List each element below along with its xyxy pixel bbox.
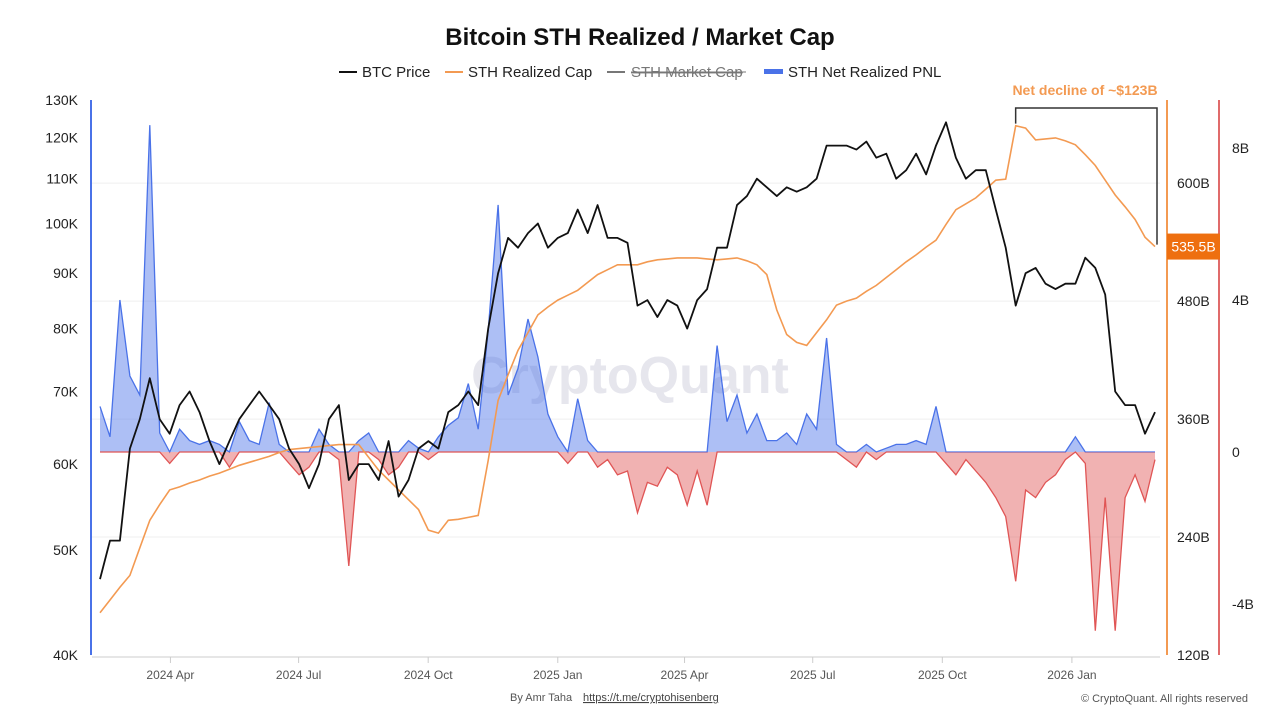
x-tick-label: 2024 Jul: [276, 668, 321, 682]
footer-author: By Amr Taha: [510, 692, 573, 704]
axes: 120B 240B 360B 480B 600B 40K 50K 60K 70K 80K 90K 10…: [45, 92, 1254, 682]
pnl-series: [99, 125, 1156, 631]
x-tick-label: 2025 Jul: [790, 668, 835, 682]
pnl-tick-label: 0: [1232, 444, 1240, 460]
sth-realized-cap-line: [99, 124, 1156, 614]
legend-item-sth-realized-cap[interactable]: STH Realized Cap: [445, 64, 592, 81]
price-tick-label: 50K: [53, 542, 79, 558]
pnl-negative-line: [100, 451, 1156, 631]
pnl-tick-label: 4B: [1232, 292, 1249, 308]
price-tick-label: 120K: [45, 130, 78, 146]
price-tick-label: 60K: [53, 456, 79, 472]
x-tick-label: 2025 Apr: [661, 668, 709, 682]
cap-series: [99, 124, 1156, 614]
price-tick-label: 80K: [53, 321, 79, 337]
price-series: [99, 121, 1156, 580]
price-tick-label: 90K: [53, 265, 79, 281]
cap-tick-label: 600B: [1177, 175, 1210, 191]
legend: BTC Price STH Realized Cap STH Market Ca…: [339, 64, 941, 81]
x-tick-label: 2026 Jan: [1047, 668, 1096, 682]
price-tick-label: 70K: [53, 383, 79, 399]
badge-text: 535.5B: [1171, 239, 1215, 255]
cap-tick-label: 240B: [1177, 529, 1210, 545]
btc-price-line: [99, 121, 1156, 580]
x-tick-label: 2024 Apr: [146, 668, 194, 682]
x-tick-label: 2025 Oct: [918, 668, 967, 682]
annotation: Net decline of ~$123B: [1012, 82, 1158, 245]
price-tick-label: 40K: [53, 647, 79, 663]
annotation-text: Net decline of ~$123B: [1012, 82, 1157, 98]
footer-copyright: © CryptoQuant. All rights reserved: [1081, 693, 1248, 705]
legend-label: BTC Price: [362, 64, 430, 81]
legend-item-sth-net-realized-pnl[interactable]: STH Net Realized PNL: [764, 64, 941, 81]
annotation-bracket: [1014, 107, 1158, 245]
chart-title: Bitcoin STH Realized / Market Cap: [445, 24, 834, 51]
price-tick-label: 100K: [45, 216, 78, 232]
price-tick-label: 130K: [45, 92, 78, 108]
gridlines: [92, 182, 1160, 538]
pnl-tick-label: 8B: [1232, 140, 1249, 156]
pnl-positive-line: [99, 125, 1155, 454]
last-value-badge: 535.5B: [1167, 233, 1220, 260]
pnl-tick-label: -4B: [1232, 596, 1254, 612]
cap-tick-label: 120B: [1177, 647, 1210, 663]
legend-label: STH Net Realized PNL: [788, 64, 941, 81]
watermark: CryptoQuant: [471, 347, 789, 405]
legend-item-btc-price[interactable]: BTC Price: [339, 64, 430, 81]
cap-tick-label: 480B: [1177, 293, 1210, 309]
x-tick-label: 2025 Jan: [533, 668, 582, 682]
legend-item-sth-market-cap[interactable]: STH Market Cap: [607, 64, 746, 81]
x-tick-label: 2024 Oct: [404, 668, 453, 682]
cap-tick-label: 360B: [1177, 411, 1210, 427]
footer-link[interactable]: https://t.me/cryptohisenberg: [583, 692, 719, 704]
footer: By Amr Taha https://t.me/cryptohisenberg…: [510, 692, 1248, 705]
pnl-negative-area: [100, 452, 1155, 631]
legend-label: STH Realized Cap: [468, 64, 592, 81]
price-tick-label: 110K: [46, 171, 78, 187]
